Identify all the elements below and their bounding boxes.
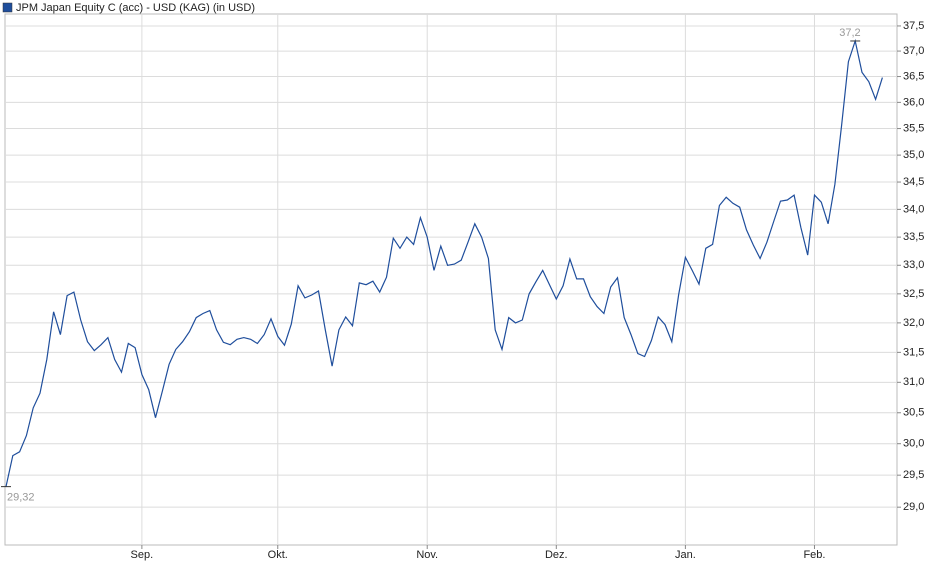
y-tick-label: 29,0	[903, 501, 924, 513]
value-label: 37,2	[839, 27, 860, 39]
x-tick-label: Feb.	[803, 549, 825, 561]
y-tick-label: 32,0	[903, 317, 924, 329]
y-tick-label: 34,5	[903, 176, 924, 188]
y-tick-label: 30,0	[903, 438, 924, 450]
x-tick-label: Jan.	[675, 549, 696, 561]
y-tick-label: 36,5	[903, 70, 924, 82]
y-tick-label: 33,5	[903, 231, 924, 243]
x-tick-label: Sep.	[131, 549, 154, 561]
y-tick-label: 34,0	[903, 203, 924, 215]
y-tick-label: 35,5	[903, 122, 924, 134]
y-tick-label: 30,5	[903, 407, 924, 419]
y-tick-label: 36,0	[903, 96, 924, 108]
value-label: 29,32	[7, 492, 35, 504]
chart-title: JPM Japan Equity C (acc) - USD (KAG) (in…	[16, 2, 255, 14]
y-tick-label: 33,0	[903, 259, 924, 271]
x-tick-label: Nov.	[416, 549, 438, 561]
x-tick-label: Dez.	[545, 549, 568, 561]
y-tick-label: 29,5	[903, 469, 924, 481]
x-tick-label: Okt.	[268, 549, 288, 561]
y-tick-label: 37,0	[903, 45, 924, 57]
y-tick-label: 32,5	[903, 288, 924, 300]
y-tick-label: 31,5	[903, 346, 924, 358]
legend-swatch	[2, 2, 13, 13]
y-tick-label: 37,5	[903, 20, 924, 32]
y-tick-label: 35,0	[903, 149, 924, 161]
price-line	[5, 38, 883, 487]
plot-area	[4, 13, 898, 546]
y-tick-label: 31,0	[903, 376, 924, 388]
